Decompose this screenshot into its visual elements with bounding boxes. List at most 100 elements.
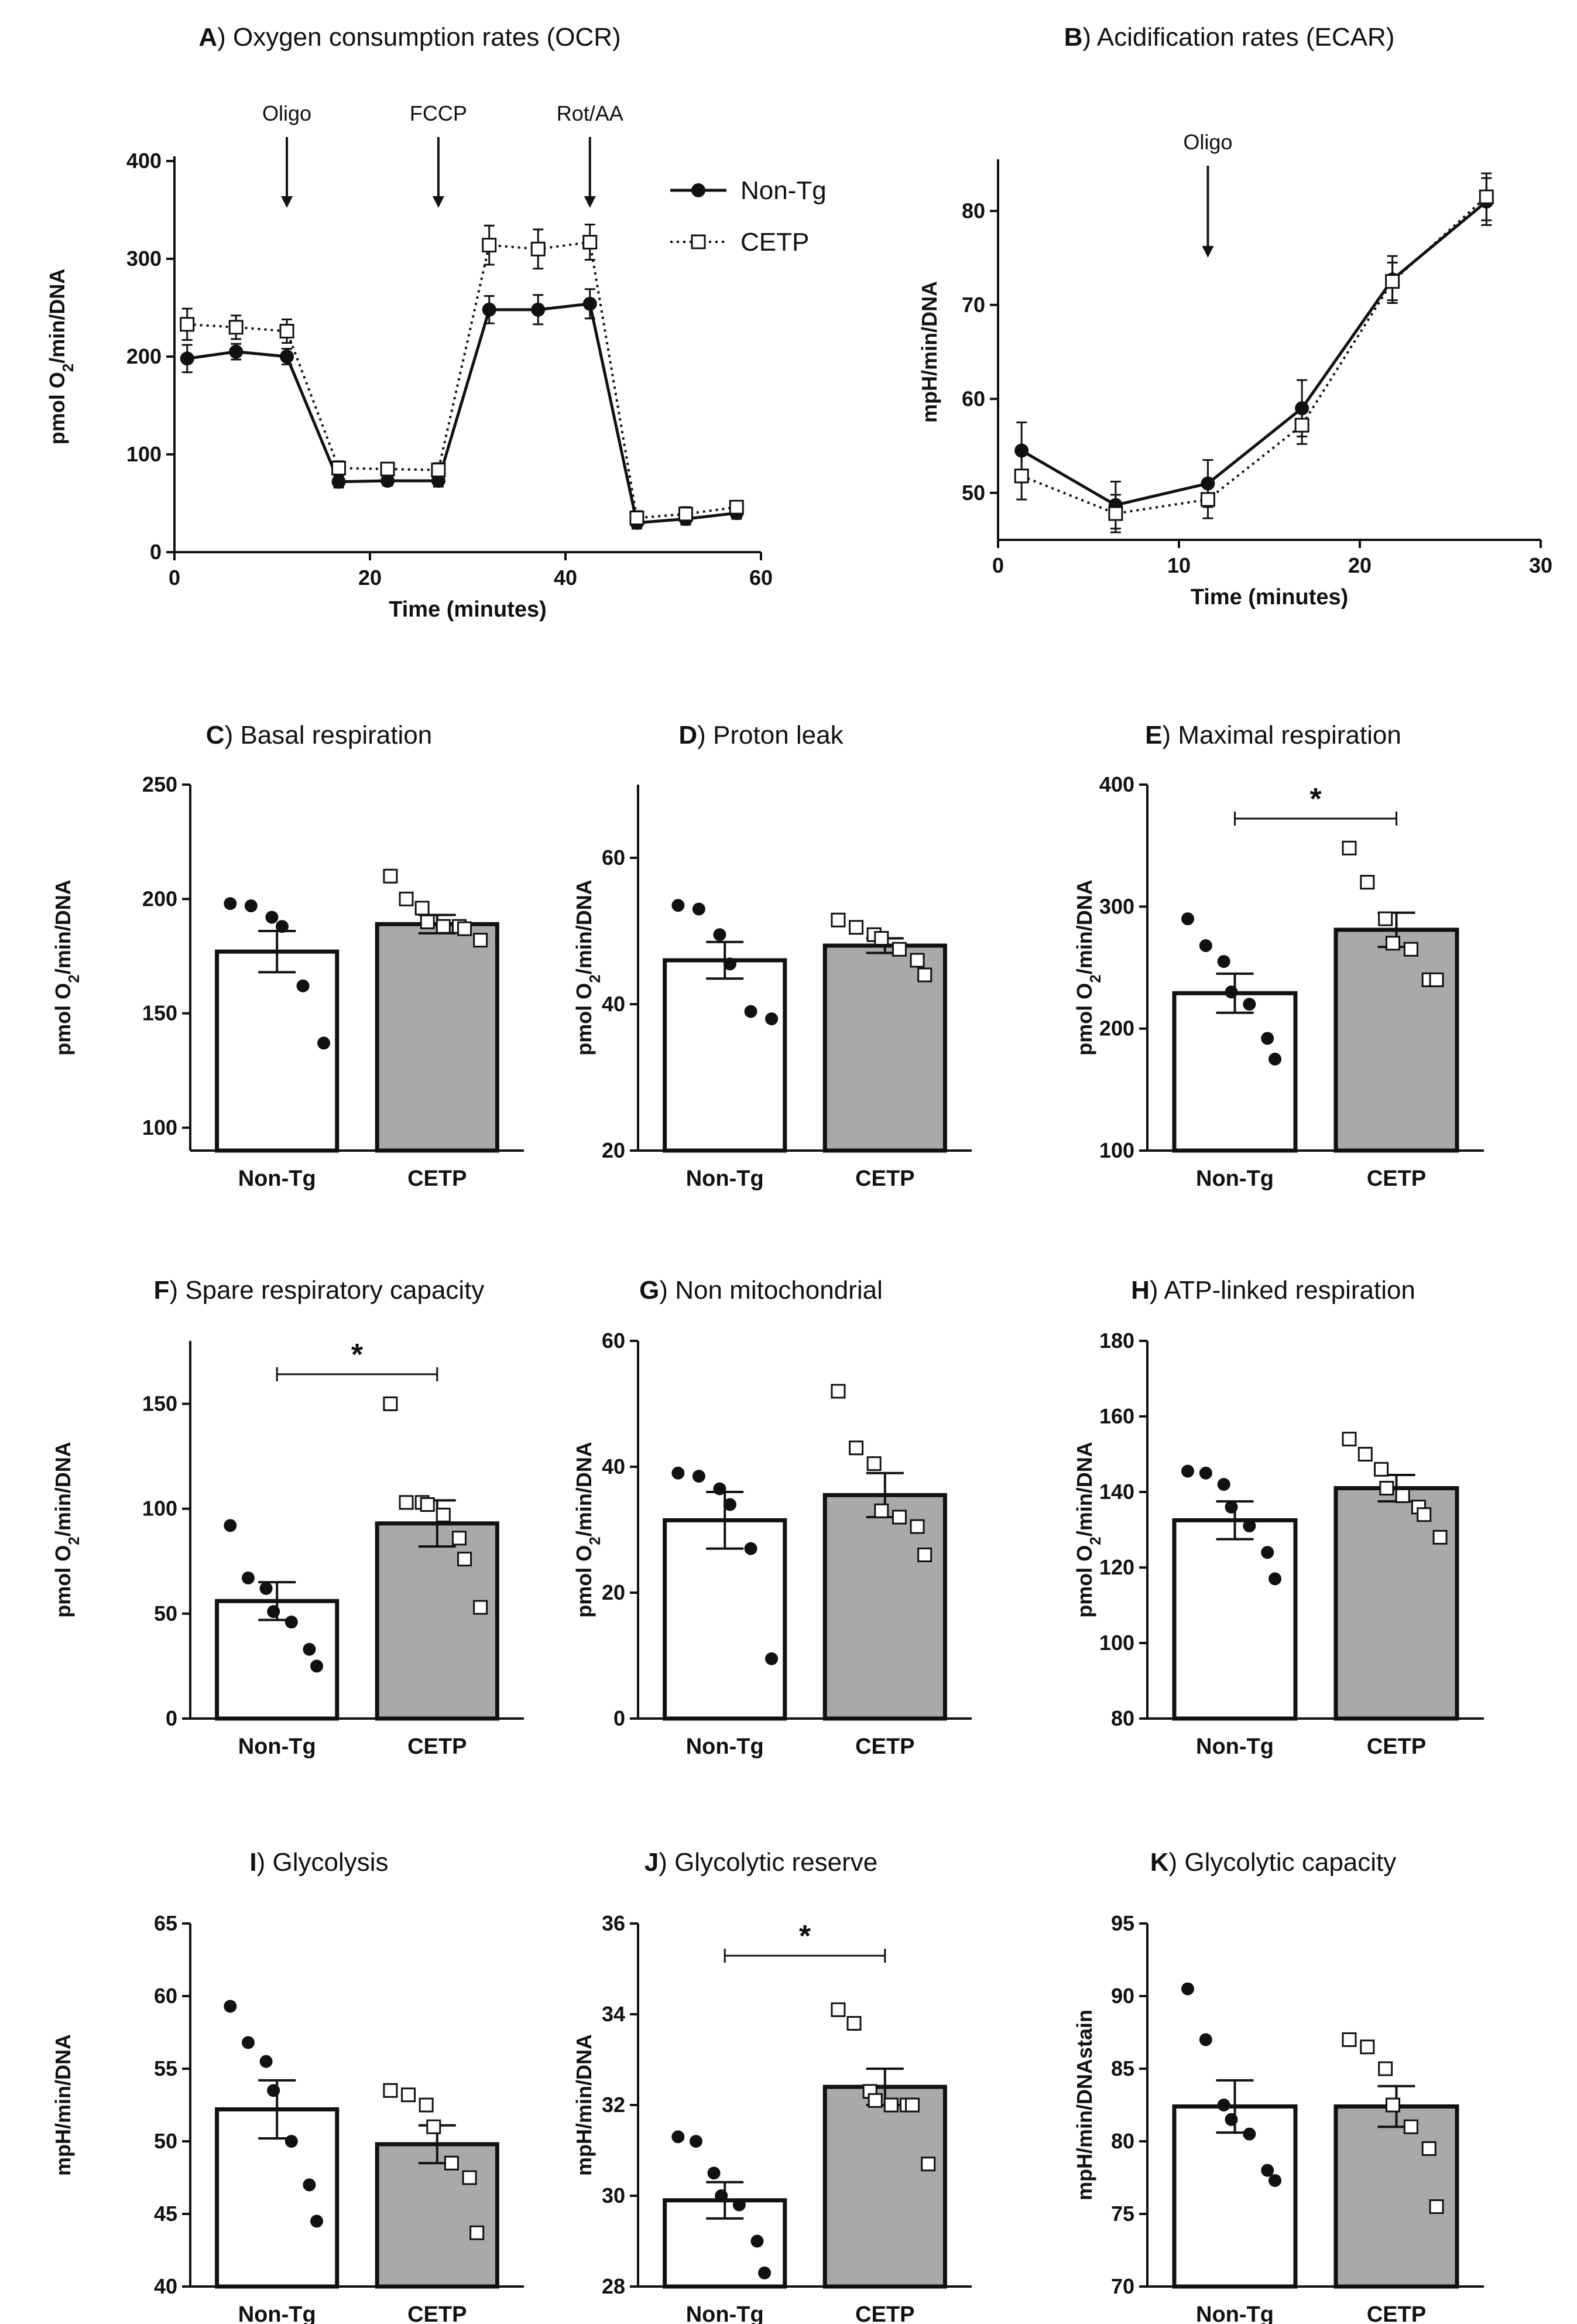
y-tick-label: 50 [154, 2129, 177, 2153]
panel-i: I) Glycolysis 40 45 50 55 60 65 mpH/min/DNA Non-… [51, 1848, 524, 2324]
y-tick-label: 85 [1111, 2056, 1134, 2080]
individual-point [846, 2016, 862, 2031]
panel-title: D) Proton leak [678, 721, 844, 749]
y-axis-label-part: pmol O [45, 372, 69, 444]
individual-point [1429, 972, 1444, 987]
category-label: Non-Tg [1196, 2302, 1274, 2324]
individual-point [224, 2000, 237, 2013]
x-tick-label: 40 [554, 566, 577, 590]
individual-point [1261, 1032, 1274, 1045]
annotation-arrow-head [1202, 246, 1214, 258]
individual-point [765, 1652, 779, 1665]
y-axis-label-part: 2 [1086, 974, 1104, 983]
individual-point [910, 1519, 925, 1534]
bar-cetp [375, 2142, 499, 2289]
y-tick-label: 120 [1099, 1555, 1134, 1579]
y-axis-label-part: 2 [65, 974, 83, 983]
individual-point [1379, 1481, 1394, 1496]
individual-point [436, 1507, 451, 1522]
y-axis-label-part: pmol O [1072, 983, 1096, 1056]
y-tick-label: 36 [602, 1911, 625, 1935]
panel-title-text: ) Basal respiration [225, 721, 433, 749]
y-axis-label: mpH/min/DNA [51, 2034, 75, 2176]
individual-point [414, 901, 430, 916]
panel-d: D) Proton leak 20 40 60 pmol O2/min/DNA Non-T… [572, 721, 972, 1191]
data-point [1385, 274, 1400, 289]
y-axis-label-part: /min/DNA [51, 1442, 75, 1536]
y-axis-label-part: 2 [65, 1536, 83, 1545]
individual-point [1378, 911, 1393, 926]
category-label: Non-Tg [238, 1166, 316, 1191]
y-tick-label: 65 [154, 1911, 177, 1935]
y-tick-label: 200 [1099, 1016, 1134, 1041]
y-tick-label: 34 [602, 2002, 625, 2026]
individual-point [303, 1642, 316, 1656]
individual-point [310, 1659, 324, 1673]
y-tick-label: 75 [1111, 2202, 1134, 2226]
data-point [1479, 189, 1494, 204]
data-point [1200, 492, 1215, 507]
individual-point [1217, 1478, 1230, 1491]
individual-point [383, 2083, 398, 2098]
individual-point [265, 911, 279, 924]
data-point [582, 235, 598, 250]
individual-point [866, 1456, 882, 1471]
y-tick-label: 100 [126, 442, 162, 466]
panel-title: A) Oxygen consumption rates (OCR) [198, 23, 620, 52]
data-point [380, 461, 395, 477]
category-label: Non-Tg [686, 2302, 764, 2324]
individual-point [1199, 939, 1212, 952]
bar-non-tg [663, 1518, 787, 1721]
y-tick-label: 55 [154, 2056, 177, 2080]
individual-point [868, 2093, 883, 2108]
bar-non-tg [663, 958, 787, 1153]
y-axis-label: pmol O2/min/DNA [572, 879, 604, 1055]
individual-point [713, 1482, 726, 1495]
individual-point [473, 933, 488, 948]
y-tick-label: 180 [1099, 1329, 1134, 1353]
data-point [280, 350, 294, 364]
series-line [187, 241, 737, 519]
individual-point [1342, 1432, 1357, 1447]
individual-point [1243, 998, 1256, 1011]
data-point [1108, 506, 1123, 521]
panel-h: H) ATP-linked respiration 80 100 120 140 160 1… [1072, 1276, 1484, 1759]
individual-point [723, 957, 736, 971]
individual-point [1269, 1572, 1282, 1586]
panel-letter: A [198, 23, 217, 52]
y-tick-label: 50 [962, 481, 985, 505]
category-label: CETP [1367, 1734, 1426, 1759]
individual-point [758, 2266, 772, 2279]
data-point [1294, 417, 1309, 433]
legend: Non-Tg CETP [670, 176, 827, 256]
individual-point [1225, 1500, 1238, 1514]
individual-point [831, 912, 846, 927]
y-tick-label: 45 [154, 2202, 177, 2226]
individual-point [1429, 2199, 1444, 2215]
individual-point [1386, 2097, 1400, 2113]
individual-point [1378, 2061, 1393, 2076]
individual-point [1199, 1466, 1212, 1480]
panel-title: I) Glycolysis [249, 1848, 388, 1877]
individual-point [224, 897, 237, 911]
y-axis-label-part: 2 [586, 974, 604, 983]
annotation-label: Rot/AA [557, 101, 623, 125]
panel-title: G) Non mitochondrial [639, 1276, 883, 1305]
panel-letter: D [678, 721, 697, 749]
individual-point [444, 2155, 459, 2171]
category-label: Non-Tg [238, 2302, 316, 2324]
data-point [180, 351, 194, 366]
x-tick-label: 10 [1167, 553, 1191, 577]
x-tick-label: 30 [1529, 553, 1552, 577]
individual-point [1199, 2033, 1212, 2046]
y-tick-label: 200 [142, 887, 177, 911]
x-tick-label: 0 [169, 566, 180, 590]
y-tick-label: 32 [602, 2093, 625, 2117]
individual-point [874, 931, 889, 946]
individual-point [241, 1571, 255, 1584]
data-point [380, 474, 395, 488]
individual-point [1342, 840, 1357, 855]
y-axis-label: pmol O2/min/DNA [1072, 1442, 1104, 1617]
data-point [729, 499, 744, 515]
individual-point [671, 899, 685, 912]
